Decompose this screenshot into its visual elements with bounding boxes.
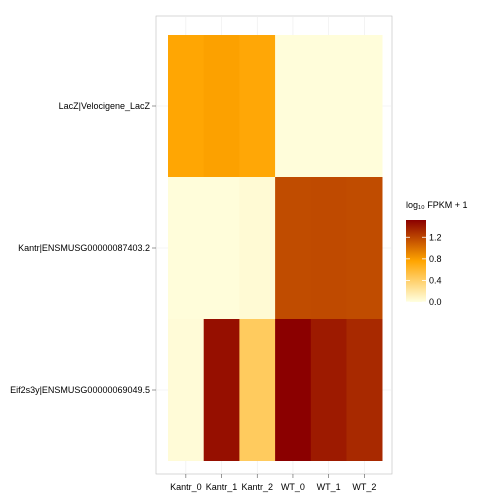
legend-title: log₁₀ FPKM + 1 — [406, 200, 468, 210]
heatmap-cell — [168, 319, 204, 461]
legend-tick-label: 0.4 — [429, 275, 442, 285]
heatmap-cell — [203, 319, 240, 461]
heatmap-cell — [275, 319, 312, 461]
x-tick-label: WT_0 — [281, 482, 305, 492]
x-tick-label: WT_1 — [317, 482, 341, 492]
heatmap-cell — [346, 177, 383, 319]
y-tick-label: LacZ|Velocigene_LacZ — [59, 101, 151, 111]
x-tick-label: Kantr_2 — [241, 482, 273, 492]
heatmap-cell — [168, 177, 204, 319]
y-axis: LacZ|Velocigene_LacZ Kantr|ENSMUSG0000008… — [10, 101, 156, 395]
x-tick-label: Kantr_1 — [206, 482, 238, 492]
legend-tick-label: 0.0 — [429, 297, 442, 307]
color-legend: log₁₀ FPKM + 1 0.0 0.4 0.8 1.2 — [406, 200, 468, 307]
heatmap-cell — [346, 319, 383, 461]
heatmap-cell — [310, 35, 347, 177]
legend-colorbar — [406, 220, 426, 302]
legend-ticks: 0.0 0.4 0.8 1.2 — [406, 232, 442, 307]
heatmap-cell — [239, 35, 276, 177]
x-tick-label: WT_2 — [352, 482, 376, 492]
heatmap-cell — [275, 177, 312, 319]
heatmap-cell — [239, 177, 276, 319]
y-tick-label: Kantr|ENSMUSG00000087403.2 — [18, 243, 150, 253]
heatmap-cell — [168, 35, 204, 177]
heatmap-cell — [346, 35, 383, 177]
y-tick-label: Eif2s3y|ENSMUSG00000069049.5 — [10, 385, 150, 395]
legend-tick-label: 1.2 — [429, 232, 442, 242]
heatmap-cell — [275, 35, 312, 177]
heatmap-cell — [239, 319, 276, 461]
x-tick-label: Kantr_0 — [170, 482, 202, 492]
heatmap-cell — [203, 177, 240, 319]
x-axis: Kantr_0 Kantr_1 Kantr_2 WT_0 WT_1 WT_2 — [170, 474, 376, 492]
heatmap-cell — [310, 319, 347, 461]
heatmap-cells — [168, 35, 383, 461]
heatmap-cell — [310, 177, 347, 319]
legend-tick-label: 0.8 — [429, 254, 442, 264]
heatmap-cell — [203, 35, 240, 177]
